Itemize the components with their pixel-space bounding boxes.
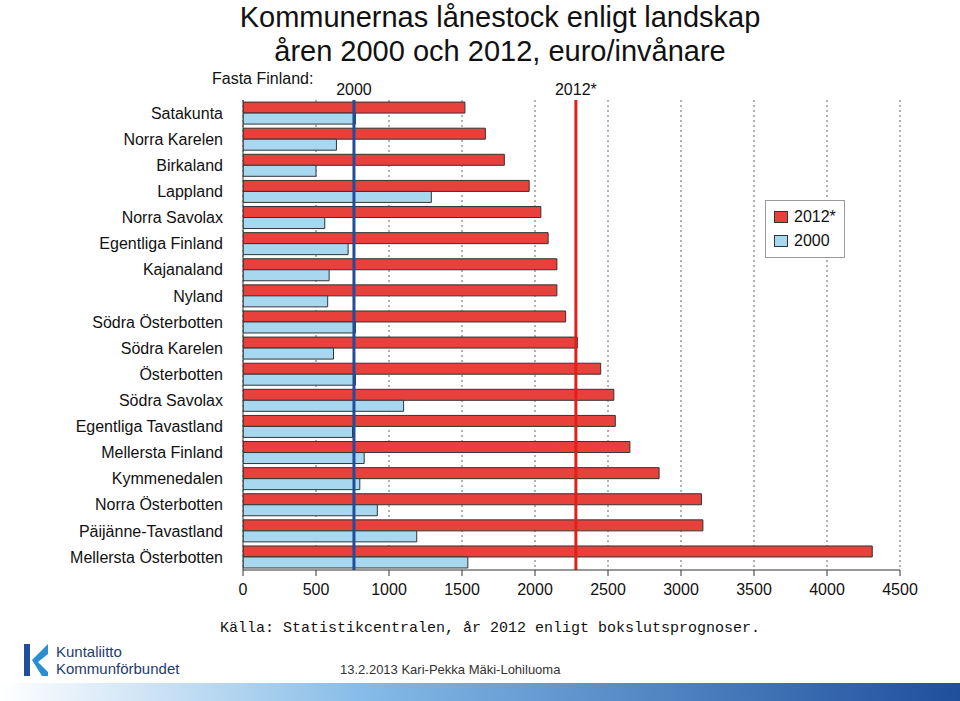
- svg-text:2012*: 2012*: [555, 81, 597, 98]
- svg-text:Satakunta: Satakunta: [151, 105, 223, 122]
- svg-text:Norra Savolax: Norra Savolax: [122, 209, 223, 226]
- svg-text:Kymmenedalen: Kymmenedalen: [112, 470, 223, 487]
- svg-text:0: 0: [239, 581, 248, 598]
- svg-text:Egentliga Tavastland: Egentliga Tavastland: [76, 418, 223, 435]
- svg-text:Lappland: Lappland: [157, 183, 223, 200]
- html-text:13.2.2013 Kari-Pekka Mäki-Lohi: 13.2.2013 Kari-Pekka Mäki-Lohiluoma: [340, 662, 561, 677]
- svg-text:Nyland: Nyland: [173, 288, 223, 305]
- svg-text:Päijänne-Tavastland: Päijänne-Tavastland: [79, 523, 223, 540]
- svg-text:Södra Österbotten: Södra Österbotten: [92, 314, 223, 331]
- html-text:2012*: 2012*: [794, 208, 836, 225]
- svg-text:2000: 2000: [336, 81, 372, 98]
- svg-text:Norra Österbotten: Norra Österbotten: [95, 496, 223, 513]
- html-text:2000: 2000: [794, 232, 830, 249]
- svg-text:500: 500: [303, 581, 330, 598]
- html-text:Källa: Statistikcentralen, år: Källa: Statistikcentralen, år 2012 enlig…: [220, 620, 761, 637]
- svg-text:Södra Karelen: Södra Karelen: [121, 340, 223, 357]
- svg-text:2000: 2000: [517, 581, 553, 598]
- html-text:Fasta Finland:: Fasta Finland:: [212, 70, 314, 87]
- html-text:Kommunförbundet: Kommunförbundet: [56, 660, 180, 677]
- svg-text:Birkaland: Birkaland: [156, 157, 223, 174]
- html-text:åren 2000 och 2012, euro/invån: åren 2000 och 2012, euro/invånare: [274, 35, 726, 67]
- svg-text:Mellersta Finland: Mellersta Finland: [101, 444, 223, 461]
- svg-text:Egentliga Finland: Egentliga Finland: [99, 235, 223, 252]
- svg-text:4000: 4000: [809, 581, 845, 598]
- svg-text:Österbotten: Österbotten: [139, 366, 223, 383]
- svg-text:Mellersta Österbotten: Mellersta Österbotten: [70, 549, 223, 566]
- svg-text:Kajanaland: Kajanaland: [143, 261, 223, 278]
- svg-text:1000: 1000: [371, 581, 407, 598]
- svg-text:Norra Karelen: Norra Karelen: [123, 131, 223, 148]
- html-text:Kuntaliitto: Kuntaliitto: [56, 643, 122, 660]
- svg-text:2500: 2500: [590, 581, 626, 598]
- svg-text:4500: 4500: [882, 581, 918, 598]
- svg-text:3000: 3000: [663, 581, 699, 598]
- svg-text:3500: 3500: [736, 581, 772, 598]
- html-text:Kommunernas lånestock enligt l: Kommunernas lånestock enligt landskap: [239, 1, 761, 33]
- svg-text:1500: 1500: [444, 581, 480, 598]
- svg-text:Södra Savolax: Södra Savolax: [119, 392, 223, 409]
